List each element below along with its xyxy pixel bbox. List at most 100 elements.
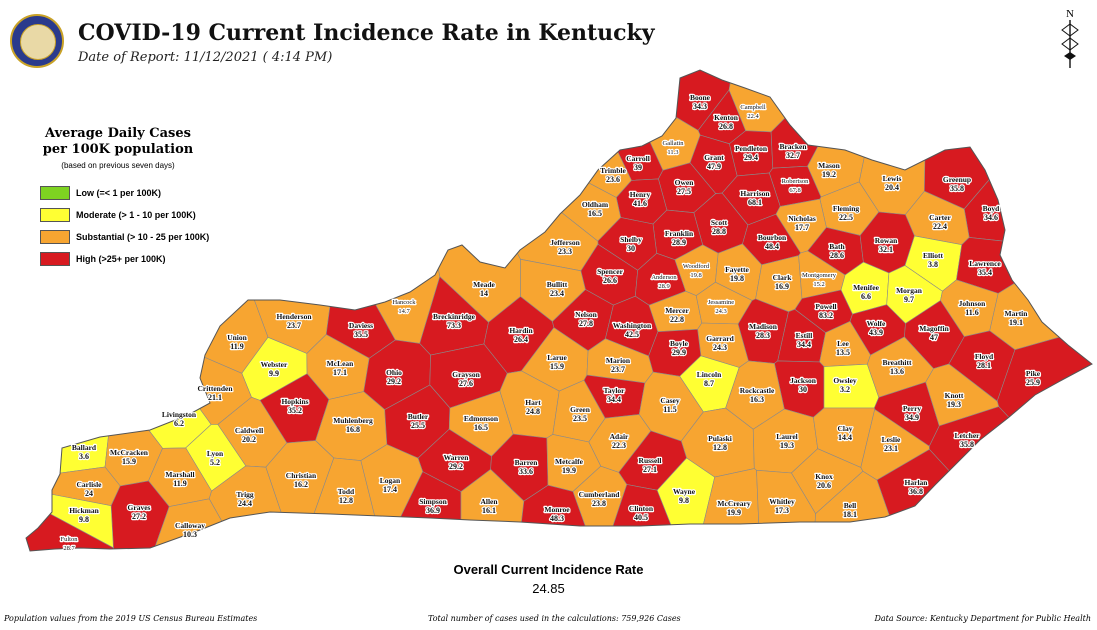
county-name: Bourbon: [758, 233, 787, 242]
county-rate: 47: [930, 333, 938, 342]
county-name: Marion: [606, 356, 631, 365]
county-label-woodford: Woodford 19.8: [682, 262, 711, 280]
county-rate: 27.5: [677, 187, 691, 196]
county-name: Jackson: [790, 376, 817, 385]
county-name: Mason: [818, 161, 840, 170]
county-rate: 22.5: [839, 213, 853, 222]
county-name: Clark: [773, 273, 793, 282]
county-name: Livingston: [162, 410, 197, 419]
county-name: Caldwell: [235, 426, 263, 435]
county-rate: 25.5: [411, 421, 425, 430]
county-rate: 19.8: [690, 272, 701, 279]
county-rate: 23.5: [573, 414, 587, 423]
county-name: Marshall: [165, 470, 194, 479]
county-name: Wayne: [673, 487, 696, 496]
county-ballard: [26, 89, 115, 482]
county-name: Knox: [815, 472, 833, 481]
county-name: Clinton: [629, 504, 654, 513]
footer-population-note: Population values from the 2019 US Censu…: [4, 614, 258, 623]
county-name: Bath: [829, 242, 845, 251]
county-name: Madison: [749, 322, 778, 331]
county-name: Russell: [639, 456, 662, 465]
county-rate: 23.7: [611, 365, 625, 374]
county-rate: 16.9: [775, 282, 789, 291]
county-name: Fulton: [61, 536, 79, 543]
county-name: Ohio: [386, 368, 402, 377]
county-rate: 26.6: [603, 276, 617, 285]
north-arrow-icon: N: [1061, 8, 1079, 68]
county-name: Cumberland: [579, 490, 621, 499]
county-name: Fleming: [833, 204, 859, 213]
county-name: Knott: [945, 391, 964, 400]
county-name: Rockcastle: [740, 386, 775, 395]
county-rate: 15.9: [122, 457, 136, 466]
county-rate: 23.1: [884, 444, 898, 453]
county-name: Pendleton: [735, 144, 768, 153]
county-rate: 19.1: [1009, 318, 1023, 327]
county-name: Scott: [711, 218, 728, 227]
county-rate: 9.8: [79, 515, 89, 524]
county-name: Ballard: [72, 443, 97, 452]
county-name: Hickman: [69, 506, 99, 515]
legend-note: (based on previous seven days): [61, 161, 175, 170]
county-name: Lyon: [207, 449, 224, 458]
county-rate: 40.5: [634, 513, 648, 522]
county-name: Gallatin: [663, 140, 685, 147]
county-name: Harlan: [905, 478, 929, 487]
county-name: Owsley: [833, 376, 857, 385]
county-martin: [989, 241, 1092, 351]
legend-item-low: Low (=< 1 per 100K): [40, 186, 161, 200]
county-name: Robertson: [782, 178, 809, 185]
county-name: Rowan: [875, 236, 898, 245]
county-rate: 6.2: [174, 419, 184, 428]
county-name: Garrard: [706, 334, 734, 343]
county-rate: 10.3: [183, 530, 197, 539]
county-name: Calloway: [175, 521, 205, 530]
county-name: Adair: [610, 432, 629, 441]
county-rate: 36.9: [426, 506, 440, 515]
county-name: Nicholas: [788, 214, 816, 223]
county-rate: 16.8: [346, 425, 360, 434]
county-name: Laurel: [776, 432, 798, 441]
county-rate: 16.1: [482, 506, 496, 515]
county-rate: 18.1: [843, 510, 857, 519]
county-label-montgomery: Montgomery 15.2: [801, 271, 838, 289]
county-rate: 73.3: [447, 321, 461, 330]
county-name: Whitley: [769, 497, 795, 506]
county-name: Hart: [525, 398, 541, 407]
county-rate: 34.6: [984, 213, 998, 222]
county-trimble: [333, 70, 632, 198]
county-rate: 47.9: [707, 162, 721, 171]
county-name: Leslie: [882, 435, 901, 444]
legend-title: Average Daily Cases per 100K population: [42, 126, 194, 157]
county-name: Hancock: [392, 299, 416, 306]
county-name: Grayson: [452, 370, 480, 379]
report-date: Date of Report: 11/12/2021 ( 4:14 PM): [78, 50, 333, 65]
county-name: Monroe: [544, 505, 570, 514]
county-name: Elliott: [923, 251, 944, 260]
county-name: Allen: [480, 497, 498, 506]
